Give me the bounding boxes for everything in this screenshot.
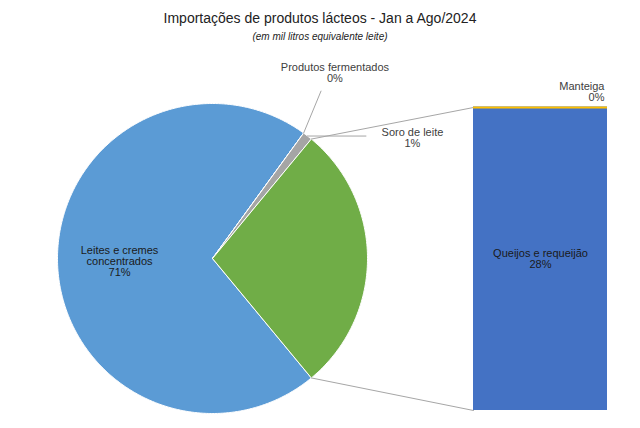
svg-text:Queijos e requeijão28%: Queijos e requeijão28%: [493, 247, 588, 270]
html-text:(em mil litros equivalente lei: (em mil litros equivalente leite): [252, 31, 388, 42]
html-text:Importações de produtos lácteo: Importações de produtos lácteos - Jan a …: [163, 10, 477, 26]
svg-text:Produtos fermentados0%: Produtos fermentados0%: [281, 61, 390, 84]
svg-text:Soro de leite1%: Soro de leite1%: [382, 126, 444, 149]
svg-text:Manteiga0%: Manteiga0%: [559, 80, 605, 103]
svg-text:Leites e cremesconcentrados71%: Leites e cremesconcentrados71%: [81, 244, 159, 278]
